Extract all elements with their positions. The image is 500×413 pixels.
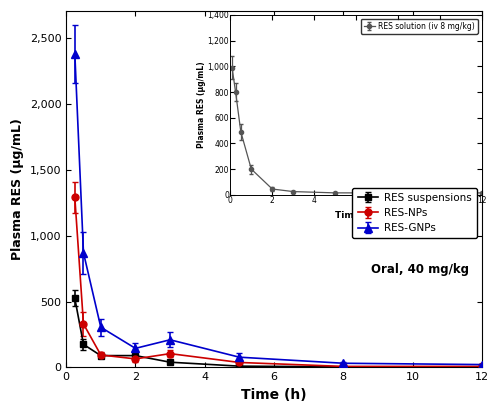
Y-axis label: Plasma RES (μg/mL): Plasma RES (μg/mL) [11, 119, 24, 260]
X-axis label: Time (h): Time (h) [241, 388, 307, 402]
Legend: RES suspensions, RES-NPs, RES-GNPs: RES suspensions, RES-NPs, RES-GNPs [352, 188, 476, 238]
Text: Oral, 40 mg/kg: Oral, 40 mg/kg [372, 263, 470, 276]
